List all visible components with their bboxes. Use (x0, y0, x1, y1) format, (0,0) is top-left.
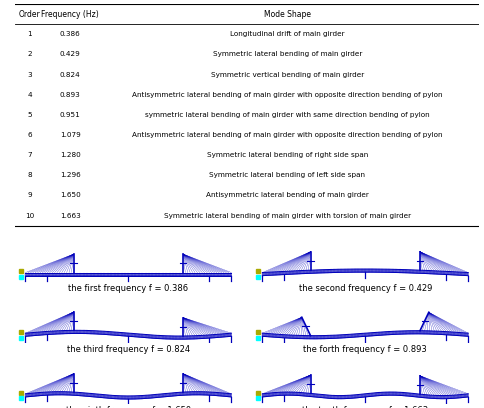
Text: 7: 7 (27, 152, 32, 158)
Text: Symmetric lateral bending of left side span: Symmetric lateral bending of left side s… (210, 172, 365, 178)
Text: Antisymmetric lateral bending of main girder: Antisymmetric lateral bending of main gi… (206, 193, 369, 198)
Text: Longitudinal drift of main girder: Longitudinal drift of main girder (230, 31, 345, 37)
Text: 5: 5 (27, 112, 32, 118)
Text: 10: 10 (25, 213, 34, 219)
Text: the third frequency f = 0.824: the third frequency f = 0.824 (67, 345, 190, 354)
Text: 8: 8 (27, 172, 32, 178)
Text: symmetric lateral bending of main girder with same direction bending of pylon: symmetric lateral bending of main girder… (145, 112, 430, 118)
Text: Antisymmetric lateral bending of main girder with opposite direction bending of : Antisymmetric lateral bending of main gi… (132, 92, 443, 98)
Text: the second frequency f = 0.429: the second frequency f = 0.429 (299, 284, 432, 293)
Text: Antisymmetric lateral bending of main girder with opposite direction bending of : Antisymmetric lateral bending of main gi… (132, 132, 443, 138)
Text: Frequency (Hz): Frequency (Hz) (42, 10, 99, 19)
Text: the first frequency f = 0.386: the first frequency f = 0.386 (68, 284, 188, 293)
Text: Symmetric lateral bending of right side span: Symmetric lateral bending of right side … (207, 152, 368, 158)
Text: 0.824: 0.824 (60, 71, 81, 78)
Text: 0.386: 0.386 (60, 31, 81, 37)
Text: 1.280: 1.280 (60, 152, 81, 158)
Text: 1.663: 1.663 (60, 213, 81, 219)
Text: 9: 9 (27, 193, 32, 198)
Text: 1.296: 1.296 (60, 172, 81, 178)
Text: 4: 4 (27, 92, 32, 98)
Text: Order: Order (19, 10, 41, 19)
Text: Mode Shape: Mode Shape (264, 10, 311, 19)
Text: 1: 1 (27, 31, 32, 37)
Text: the forth frequency f = 0.893: the forth frequency f = 0.893 (303, 345, 427, 354)
Text: Symmetric vertical bending of main girder: Symmetric vertical bending of main girde… (211, 71, 364, 78)
Text: Symmetric lateral bending of main girder with torsion of main girder: Symmetric lateral bending of main girder… (164, 213, 411, 219)
Text: the ninth frequency f = 1.650: the ninth frequency f = 1.650 (66, 406, 191, 408)
Text: 1.650: 1.650 (60, 193, 81, 198)
Text: 0.951: 0.951 (60, 112, 81, 118)
Text: 0.893: 0.893 (60, 92, 81, 98)
Text: 6: 6 (27, 132, 32, 138)
Text: 1.079: 1.079 (60, 132, 81, 138)
Text: 0.429: 0.429 (60, 51, 81, 58)
Text: the tenth frequency f = 1.663: the tenth frequency f = 1.663 (302, 406, 428, 408)
Text: 2: 2 (27, 51, 32, 58)
Text: Symmetric lateral bending of main girder: Symmetric lateral bending of main girder (213, 51, 362, 58)
Text: 3: 3 (27, 71, 32, 78)
